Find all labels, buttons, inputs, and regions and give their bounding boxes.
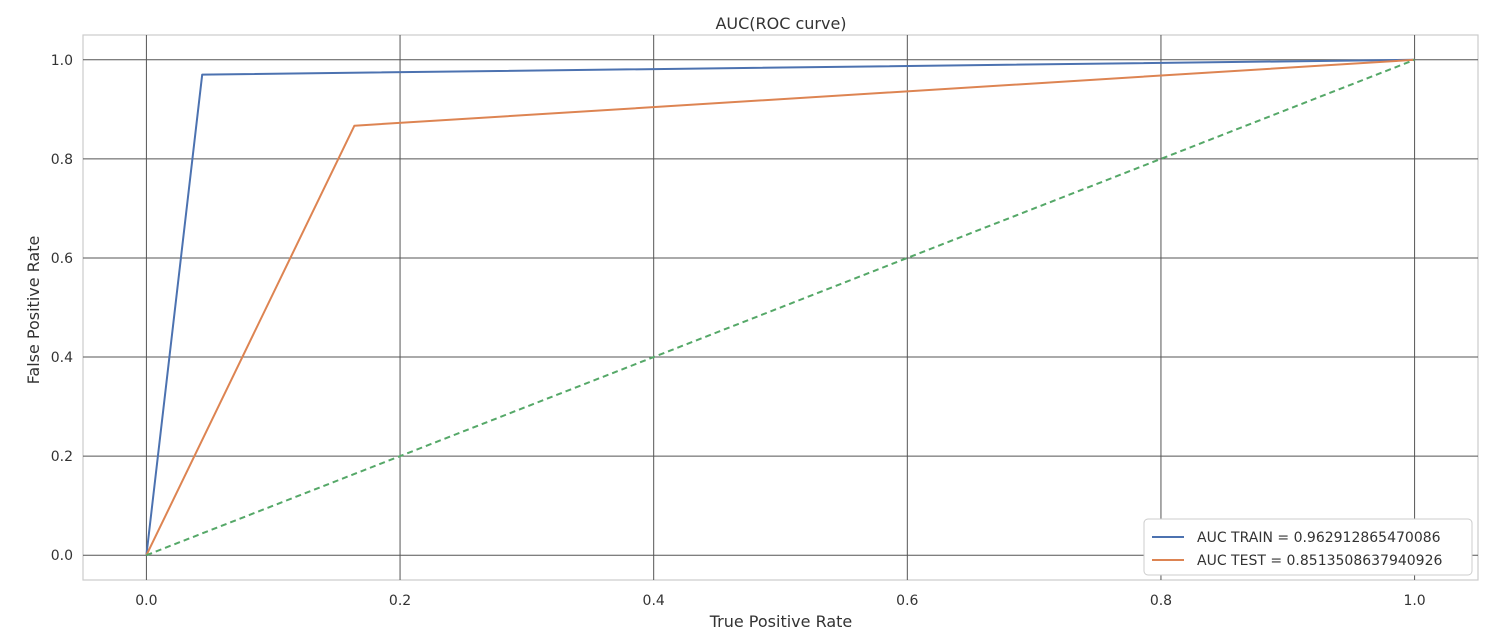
x-tick-label: 1.0 [1403, 593, 1425, 609]
y-tick-label: 0.6 [51, 251, 73, 267]
legend-label: AUC TEST = 0.8513508637940926 [1197, 553, 1442, 569]
y-tick-label: 0.0 [51, 548, 73, 564]
y-axis-label: False Positive Rate [24, 236, 43, 385]
x-tick-label: 0.2 [389, 593, 411, 609]
y-tick-label: 0.2 [51, 449, 73, 465]
x-tick-label: 0.6 [896, 593, 918, 609]
y-tick-label: 0.4 [51, 350, 73, 366]
y-tick-labels: 0.0 0.2 0.4 0.6 0.8 1.0 [51, 53, 73, 564]
x-tick-label: 0.0 [135, 593, 157, 609]
series-line-0 [145, 58, 1415, 556]
legend: AUC TRAIN = 0.962912865470086 AUC TEST = … [1143, 518, 1473, 576]
legend-label: AUC TRAIN = 0.962912865470086 [1197, 530, 1441, 546]
x-axis-label: True Positive Rate [709, 612, 853, 631]
x-tick-labels: 0.0 0.2 0.4 0.6 0.8 1.0 [135, 593, 1425, 609]
chart-title: AUC(ROC curve) [715, 14, 846, 33]
legend-box [1143, 518, 1473, 576]
chance-line [146, 58, 1415, 557]
series-line-1 [145, 58, 1415, 556]
series-lines [145, 58, 1415, 557]
x-tick-label: 0.8 [1150, 593, 1172, 609]
y-tick-label: 0.8 [51, 152, 73, 168]
x-tick-label: 0.4 [643, 593, 665, 609]
y-tick-label: 1.0 [51, 53, 73, 69]
